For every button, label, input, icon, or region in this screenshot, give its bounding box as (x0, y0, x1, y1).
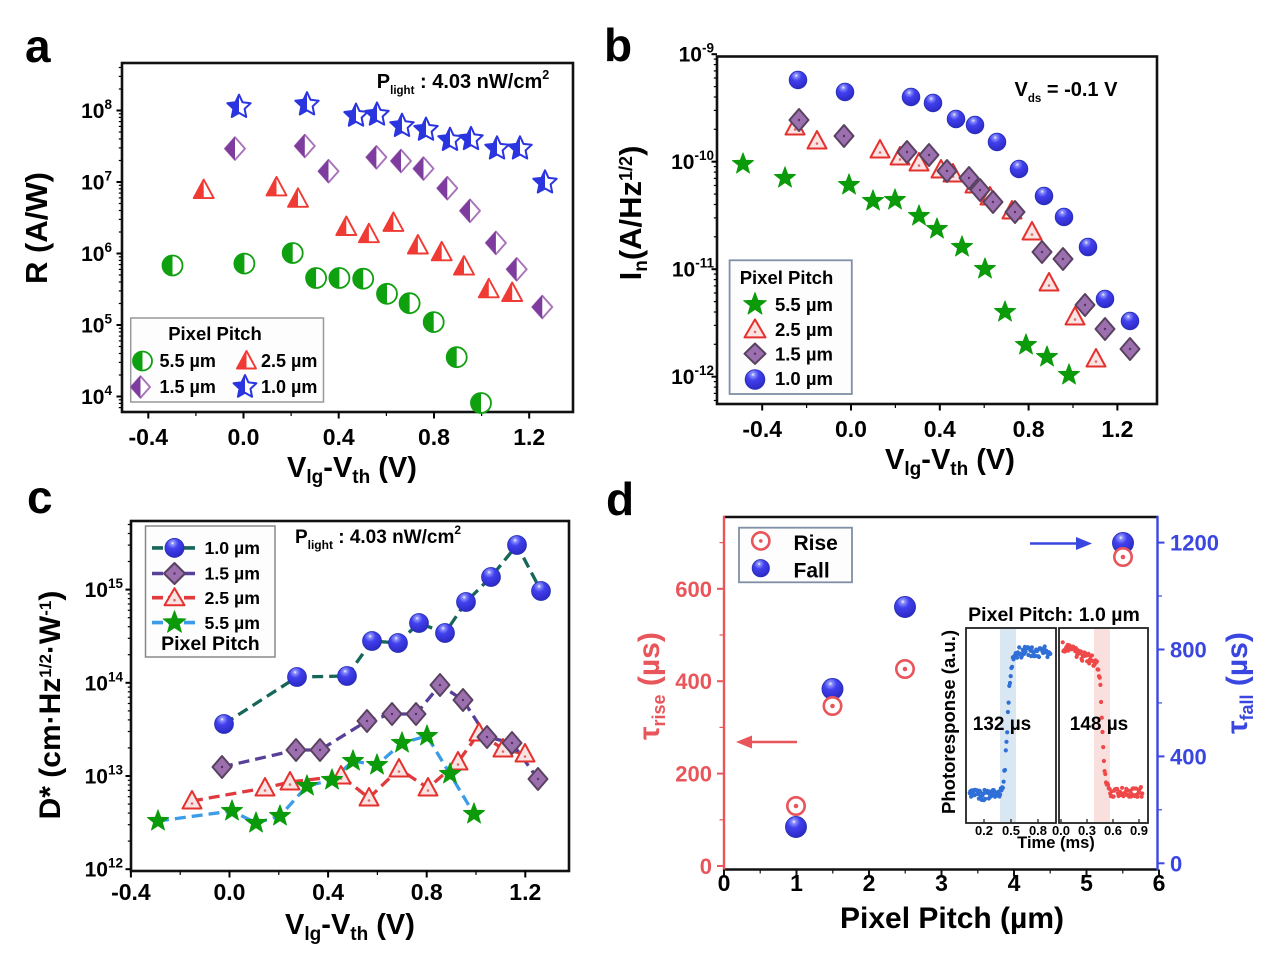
svg-text:0.0: 0.0 (835, 416, 867, 442)
svg-text:0.2: 0.2 (975, 823, 993, 838)
svg-text:0.0: 0.0 (228, 424, 260, 450)
svg-text:4: 4 (1008, 870, 1021, 896)
svg-text:1.2: 1.2 (509, 879, 541, 905)
svg-text:1: 1 (790, 870, 803, 896)
svg-text:Pixel Pitch: 1.0 µm: Pixel Pitch: 1.0 µm (968, 604, 1140, 626)
svg-text:1200: 1200 (1170, 531, 1219, 556)
svg-text:800: 800 (1170, 638, 1207, 663)
svg-text:a: a (25, 20, 51, 72)
svg-text:Photoresponse (a.u.): Photoresponse (a.u.) (938, 630, 959, 814)
svg-text:0.9: 0.9 (1130, 823, 1148, 838)
svg-text:Time (ms): Time (ms) (1017, 834, 1095, 852)
svg-text:1013: 1013 (85, 763, 124, 789)
svg-text:2.5 µm: 2.5 µm (261, 351, 317, 371)
svg-text:b: b (604, 19, 632, 71)
svg-text:Pixel Pitch: Pixel Pitch (161, 633, 260, 655)
svg-text:Rise: Rise (794, 532, 838, 555)
svg-text:c: c (27, 471, 53, 523)
svg-text:0.8: 0.8 (1013, 416, 1045, 442)
svg-text:6: 6 (1153, 870, 1166, 896)
svg-text:0.4: 0.4 (323, 424, 355, 450)
svg-text:5.5 µm: 5.5 µm (205, 613, 260, 633)
svg-text:0.8: 0.8 (418, 424, 450, 450)
svg-text:0.6: 0.6 (1104, 823, 1122, 838)
svg-text:1.5 µm: 1.5 µm (205, 564, 260, 584)
svg-text:0.4: 0.4 (924, 416, 956, 442)
svg-text:-0.4: -0.4 (111, 879, 151, 905)
svg-text:2: 2 (863, 870, 876, 896)
svg-text:200: 200 (675, 762, 712, 787)
svg-text:0.8: 0.8 (411, 879, 443, 905)
svg-text:-0.4: -0.4 (128, 424, 168, 450)
svg-text:0: 0 (1170, 851, 1182, 876)
svg-text:10-11: 10-11 (672, 256, 715, 282)
svg-text:5.5 µm: 5.5 µm (160, 351, 216, 371)
svg-text:0.0: 0.0 (214, 879, 246, 905)
svg-text:Pixel Pitch: Pixel Pitch (168, 323, 262, 344)
svg-text:0: 0 (700, 854, 712, 879)
svg-text:2.5 µm: 2.5 µm (205, 588, 260, 608)
svg-text:-0.4: -0.4 (742, 416, 782, 442)
svg-text:Pixel Pitch: Pixel Pitch (740, 267, 834, 288)
svg-text:600: 600 (675, 577, 712, 602)
svg-text:2.5 µm: 2.5 µm (775, 319, 833, 340)
svg-text:5.5 µm: 5.5 µm (775, 294, 833, 315)
svg-text:1.2: 1.2 (513, 424, 545, 450)
svg-text:400: 400 (1170, 744, 1207, 769)
svg-text:0.0: 0.0 (1052, 823, 1070, 838)
svg-text:0.5: 0.5 (1002, 823, 1020, 838)
svg-text:0.3: 0.3 (1078, 823, 1096, 838)
svg-text:d: d (606, 473, 634, 525)
svg-text:R (A/W): R (A/W) (19, 172, 54, 284)
svg-text:5: 5 (1080, 870, 1093, 896)
svg-text:Fall: Fall (794, 559, 830, 582)
svg-text:Pixel Pitch (µm): Pixel Pitch (µm) (840, 902, 1064, 935)
svg-text:0: 0 (718, 870, 731, 896)
svg-text:148 µs: 148 µs (1070, 714, 1129, 735)
svg-text:1.0 µm: 1.0 µm (205, 538, 260, 558)
svg-text:1.5 µm: 1.5 µm (160, 377, 216, 397)
svg-text:132 µs: 132 µs (973, 714, 1032, 735)
svg-text:1.5 µm: 1.5 µm (775, 344, 833, 365)
svg-text:1.2: 1.2 (1101, 416, 1133, 442)
svg-text:3: 3 (935, 870, 948, 896)
svg-text:400: 400 (675, 669, 712, 694)
svg-text:0.4: 0.4 (312, 879, 344, 905)
svg-text:1.0 µm: 1.0 µm (775, 368, 833, 389)
svg-text:1.0 µm: 1.0 µm (261, 377, 317, 397)
svg-text:0.8: 0.8 (1029, 823, 1047, 838)
svg-text:D* (cm·Hz1/2​·W-1​): D* (cm·Hz1/2​·W-1​) (34, 591, 67, 820)
